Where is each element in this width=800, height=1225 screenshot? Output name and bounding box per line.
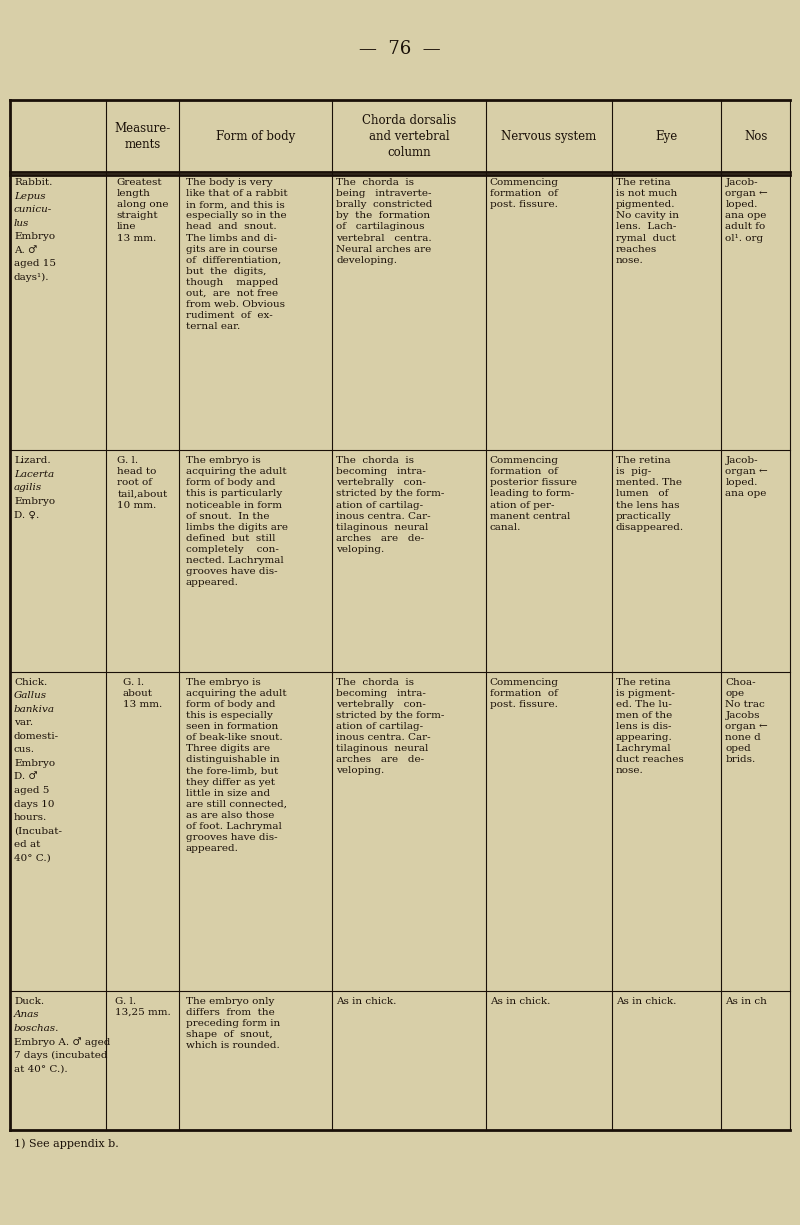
Text: Nos: Nos (744, 130, 767, 142)
Text: Embryo A. ♂ aged: Embryo A. ♂ aged (14, 1038, 110, 1047)
Text: Commencing
formation  of
posterior fissure
leading to form-
ation of per-
manent: Commencing formation of posterior fissur… (490, 456, 577, 532)
Text: Commencing
formation  of
post. fissure.: Commencing formation of post. fissure. (490, 178, 559, 209)
Text: days 10: days 10 (14, 800, 54, 809)
Text: The embryo is
acquiring the adult
form of body and
this is especially
seen in fo: The embryo is acquiring the adult form o… (186, 677, 287, 853)
Text: lus: lus (14, 219, 30, 228)
Text: hours.: hours. (14, 813, 47, 822)
Text: Greatest
length
along one
straight
line
13 mm.: Greatest length along one straight line … (117, 178, 168, 243)
Text: Commencing
formation  of
post. fissure.: Commencing formation of post. fissure. (490, 677, 559, 709)
Text: Gallus: Gallus (14, 691, 47, 701)
Text: Anas: Anas (14, 1011, 40, 1019)
Text: aged 5: aged 5 (14, 786, 50, 795)
Text: ed at: ed at (14, 840, 40, 849)
Text: G. l.
13,25 mm.: G. l. 13,25 mm. (114, 997, 170, 1017)
Text: 1) See appendix b.: 1) See appendix b. (14, 1138, 118, 1149)
Text: days¹).: days¹). (14, 273, 50, 282)
Text: As in ch: As in ch (726, 997, 767, 1006)
Text: Lepus: Lepus (14, 191, 46, 201)
Text: 40° C.): 40° C.) (14, 854, 50, 862)
Text: As in chick.: As in chick. (490, 997, 550, 1006)
Text: The  chorda  is
becoming   intra-
vertebrally   con-
stricted by the form-
ation: The chorda is becoming intra- vertebrall… (337, 677, 445, 775)
Text: The  chorda  is
becoming   intra-
vertebrally   con-
stricted by the form-
ation: The chorda is becoming intra- vertebrall… (337, 456, 445, 554)
Text: The body is very
like that of a rabbit
in form, and this is
especially so in the: The body is very like that of a rabbit i… (186, 178, 287, 332)
Text: The  chorda  is
being   intraverte-
brally  constricted
by  the  formation
of   : The chorda is being intraverte- brally c… (337, 178, 433, 265)
Text: As in chick.: As in chick. (616, 997, 676, 1006)
Text: D. ♀.: D. ♀. (14, 511, 39, 519)
Text: Chorda dorsalis
and vertebral
column: Chorda dorsalis and vertebral column (362, 114, 456, 158)
Text: Measure-
ments: Measure- ments (114, 121, 170, 151)
Text: at 40° C.).: at 40° C.). (14, 1065, 68, 1073)
Text: —  76  —: — 76 — (359, 40, 441, 58)
Text: aged 15: aged 15 (14, 260, 56, 268)
Text: The retina
is not much
pigmented.
No cavity in
lens.  Lach-
rymal  duct
reaches
: The retina is not much pigmented. No cav… (616, 178, 679, 265)
Text: D. ♂: D. ♂ (14, 773, 38, 782)
Text: Jacob-
organ ←
loped.
ana ope: Jacob- organ ← loped. ana ope (726, 456, 768, 499)
Text: Nervous system: Nervous system (502, 130, 597, 142)
Text: (Incubat-: (Incubat- (14, 827, 62, 835)
Text: Choa-
ope
No trac
Jacobs
organ ←
none d
oped
brids.: Choa- ope No trac Jacobs organ ← none d … (726, 677, 768, 764)
Text: The retina
is pigment-
ed. The lu-
men of the
lens is dis-
appearing.
Lachrymal
: The retina is pigment- ed. The lu- men o… (616, 677, 684, 775)
Text: The retina
is  pig-
mented. The
lumen   of
the lens has
practically
disappeared.: The retina is pig- mented. The lumen of … (616, 456, 684, 532)
Text: Lizard.: Lizard. (14, 456, 50, 466)
Text: Chick.: Chick. (14, 677, 47, 687)
Text: Embryo: Embryo (14, 497, 55, 506)
Text: Duck.: Duck. (14, 997, 44, 1006)
Text: Form of body: Form of body (216, 130, 295, 142)
Text: agilis: agilis (14, 484, 42, 492)
Text: G. l.
head to
root of
tail,about
10 mm.: G. l. head to root of tail,about 10 mm. (118, 456, 167, 510)
Text: Jacob-
organ ←
loped.
ana ope
adult fo
ol¹. org: Jacob- organ ← loped. ana ope adult fo o… (726, 178, 768, 243)
Text: The embryo only
differs  from  the
preceding form in
shape  of  snout,
which is : The embryo only differs from the precedi… (186, 997, 280, 1050)
Text: The embryo is
acquiring the adult
form of body and
this is particularly
noticeab: The embryo is acquiring the adult form o… (186, 456, 288, 587)
Text: 7 days (incubated: 7 days (incubated (14, 1051, 107, 1061)
Text: var.: var. (14, 718, 33, 728)
Text: boschas.: boschas. (14, 1024, 59, 1033)
Text: domesti-: domesti- (14, 731, 59, 741)
Text: cus.: cus. (14, 745, 35, 755)
Text: Rabbit.: Rabbit. (14, 178, 52, 187)
Text: Eye: Eye (655, 130, 678, 142)
Text: Embryo: Embryo (14, 233, 55, 241)
Text: Lacerta: Lacerta (14, 469, 54, 479)
Text: As in chick.: As in chick. (337, 997, 397, 1006)
Text: bankiva: bankiva (14, 704, 55, 714)
Text: A. ♂: A. ♂ (14, 246, 38, 255)
Text: cunicu-: cunicu- (14, 205, 52, 214)
Text: Embryo: Embryo (14, 760, 55, 768)
Text: G. l.
about
13 mm.: G. l. about 13 mm. (123, 677, 162, 709)
